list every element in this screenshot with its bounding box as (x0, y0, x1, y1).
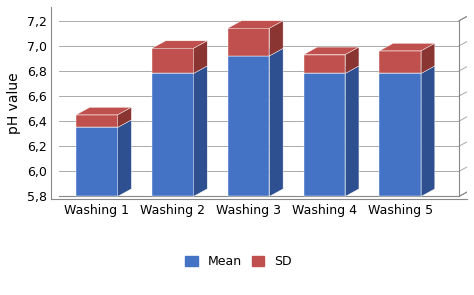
Polygon shape (118, 107, 131, 127)
Polygon shape (152, 66, 207, 73)
Polygon shape (303, 66, 359, 73)
Polygon shape (269, 48, 283, 196)
Polygon shape (421, 43, 435, 73)
Polygon shape (228, 48, 283, 56)
Polygon shape (303, 73, 345, 196)
Polygon shape (152, 41, 207, 48)
Polygon shape (152, 48, 193, 73)
Polygon shape (193, 41, 207, 73)
Polygon shape (303, 55, 345, 73)
Polygon shape (269, 21, 283, 56)
Polygon shape (228, 28, 269, 56)
Polygon shape (421, 66, 435, 196)
Polygon shape (380, 51, 421, 73)
Polygon shape (76, 115, 118, 127)
Polygon shape (345, 66, 359, 196)
Polygon shape (76, 107, 131, 115)
Polygon shape (345, 47, 359, 73)
Polygon shape (228, 21, 283, 28)
Polygon shape (303, 47, 359, 55)
Y-axis label: pH value: pH value (7, 72, 21, 134)
Legend: Mean, SD: Mean, SD (180, 250, 297, 273)
Polygon shape (380, 66, 435, 73)
Polygon shape (76, 120, 131, 127)
Polygon shape (193, 66, 207, 196)
Polygon shape (380, 43, 435, 51)
Polygon shape (380, 73, 421, 196)
Polygon shape (118, 120, 131, 196)
Polygon shape (228, 56, 269, 196)
Polygon shape (76, 127, 118, 196)
Polygon shape (152, 73, 193, 196)
